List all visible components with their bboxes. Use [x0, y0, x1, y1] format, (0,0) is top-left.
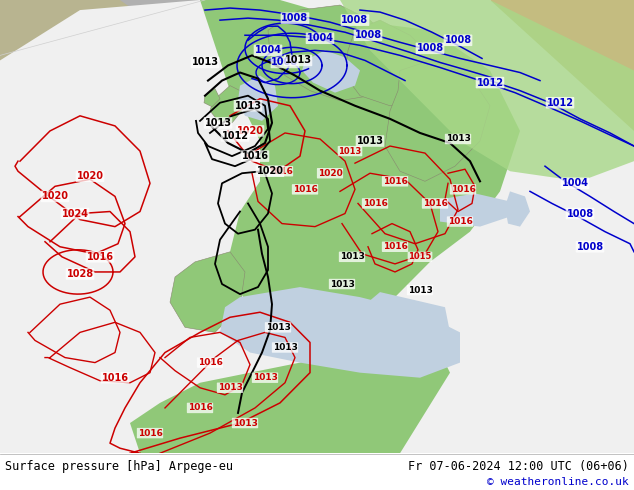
- Polygon shape: [440, 194, 510, 226]
- Text: Fr 07-06-2024 12:00 UTC (06+06): Fr 07-06-2024 12:00 UTC (06+06): [408, 460, 629, 473]
- Polygon shape: [505, 192, 530, 226]
- Text: 1013: 1013: [356, 136, 384, 146]
- Text: 1016: 1016: [188, 403, 212, 413]
- Polygon shape: [302, 50, 360, 93]
- Text: 1013: 1013: [273, 343, 297, 352]
- Polygon shape: [0, 0, 190, 121]
- Text: 1016: 1016: [242, 151, 269, 161]
- Text: 1008: 1008: [576, 242, 604, 252]
- Polygon shape: [220, 287, 460, 378]
- Text: 1013: 1013: [217, 383, 242, 392]
- Polygon shape: [365, 292, 450, 347]
- Text: 1016: 1016: [382, 242, 408, 251]
- Polygon shape: [204, 89, 220, 107]
- Text: 1004: 1004: [306, 33, 333, 43]
- Text: © weatheronline.co.uk: © weatheronline.co.uk: [488, 477, 629, 487]
- Text: 1012: 1012: [477, 77, 503, 88]
- Polygon shape: [130, 322, 450, 453]
- Text: 1013: 1013: [446, 134, 470, 144]
- Text: 1013: 1013: [191, 57, 219, 68]
- Polygon shape: [268, 5, 400, 101]
- Text: 1004: 1004: [562, 178, 588, 188]
- Polygon shape: [238, 75, 278, 121]
- Text: 1016: 1016: [101, 373, 129, 383]
- Polygon shape: [170, 252, 245, 332]
- Polygon shape: [340, 0, 634, 181]
- Text: 1013: 1013: [233, 418, 257, 428]
- Text: 1016: 1016: [451, 185, 476, 194]
- Text: 1028: 1028: [67, 269, 94, 279]
- Text: 1016: 1016: [382, 177, 408, 186]
- Polygon shape: [345, 20, 435, 106]
- Text: Surface pressure [hPa] Arpege-eu: Surface pressure [hPa] Arpege-eu: [5, 460, 233, 473]
- Polygon shape: [385, 60, 490, 181]
- Text: 1013: 1013: [266, 323, 290, 332]
- Text: 1020: 1020: [77, 172, 103, 181]
- Polygon shape: [0, 0, 634, 453]
- Text: 1008: 1008: [281, 13, 309, 23]
- Text: 1013: 1013: [330, 279, 354, 289]
- Text: 1016: 1016: [138, 429, 162, 438]
- Text: 1016: 1016: [198, 358, 223, 367]
- Polygon shape: [430, 171, 634, 453]
- Text: 1004: 1004: [254, 46, 281, 55]
- Text: 1015: 1015: [408, 252, 432, 261]
- Text: 1016: 1016: [268, 167, 292, 176]
- Text: 1008: 1008: [444, 35, 472, 45]
- Text: 1012: 1012: [547, 98, 574, 108]
- Polygon shape: [210, 86, 242, 123]
- Text: 1013: 1013: [252, 373, 278, 382]
- Text: 1008: 1008: [354, 30, 382, 40]
- Text: 1016: 1016: [86, 252, 113, 262]
- Polygon shape: [0, 352, 60, 453]
- Text: 1008: 1008: [417, 43, 444, 53]
- Text: 1020: 1020: [257, 166, 283, 176]
- Text: 1020: 1020: [41, 192, 68, 201]
- Text: 1024: 1024: [61, 209, 89, 219]
- Polygon shape: [450, 0, 634, 201]
- Text: 1016: 1016: [448, 217, 472, 226]
- Text: 1016: 1016: [423, 199, 448, 208]
- Text: 1013: 1013: [235, 101, 261, 111]
- Text: 1013: 1013: [285, 55, 311, 66]
- Text: 1020: 1020: [318, 169, 342, 178]
- Text: 1016: 1016: [292, 185, 318, 194]
- Text: 1008: 1008: [566, 209, 593, 219]
- Text: 1013: 1013: [205, 118, 231, 128]
- Text: 1008: 1008: [342, 15, 368, 25]
- Polygon shape: [200, 0, 520, 352]
- Text: 1020: 1020: [236, 126, 264, 136]
- Text: 1008: 1008: [271, 57, 299, 68]
- Text: 1013: 1013: [339, 147, 361, 156]
- Text: 1012: 1012: [221, 131, 249, 141]
- Text: 1016: 1016: [363, 199, 387, 208]
- Text: 1013: 1013: [408, 286, 432, 294]
- Text: 1013: 1013: [340, 252, 365, 261]
